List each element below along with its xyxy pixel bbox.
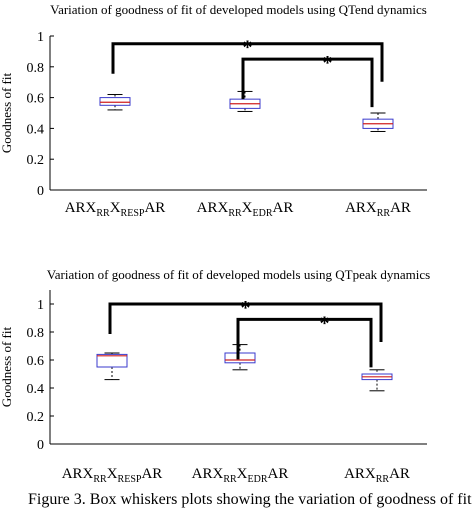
y-tick-label: 0.8 bbox=[27, 61, 45, 76]
significance-bracket-2: * bbox=[241, 52, 374, 108]
significance-star: * bbox=[323, 52, 333, 74]
x-category-label: ARXRRXEDRAR bbox=[192, 466, 289, 485]
y-tick-label: 0.6 bbox=[27, 354, 45, 369]
chart-panel-2: Variation of goodness of fit of develope… bbox=[0, 267, 430, 485]
y-tick-label: 0 bbox=[37, 438, 44, 453]
box-2 bbox=[224, 344, 256, 371]
chart-title: Variation of goodness of fit of develope… bbox=[47, 267, 430, 282]
y-tick-label: 1 bbox=[37, 30, 44, 45]
bracket-line bbox=[111, 42, 384, 82]
box-3 bbox=[362, 112, 394, 132]
y-tick-label: 0 bbox=[37, 184, 44, 199]
box-1 bbox=[99, 94, 131, 111]
x-category-label: ARXRRAR bbox=[345, 200, 411, 219]
y-tick-label: 0.6 bbox=[27, 92, 45, 107]
significance-bracket-1: * bbox=[111, 37, 384, 82]
y-tick-label: 0.8 bbox=[27, 326, 45, 341]
x-category-label: ARXRRXRESPAR bbox=[62, 466, 163, 485]
significance-star: * bbox=[320, 312, 330, 334]
box-3 bbox=[361, 369, 393, 392]
y-tick-label: 0.4 bbox=[27, 382, 45, 397]
significance-bracket-1: * bbox=[108, 297, 383, 342]
box-iqr bbox=[96, 353, 128, 368]
bracket-line bbox=[108, 302, 383, 342]
y-axis-label: Goodness of fit bbox=[0, 73, 14, 154]
chart-title: Variation of goodness of fit of develope… bbox=[50, 2, 427, 17]
x-category-label: ARXRRXEDRAR bbox=[197, 200, 294, 219]
significance-star: * bbox=[243, 37, 253, 59]
box-1 bbox=[96, 352, 128, 381]
y-axis-label: Goodness of fit bbox=[0, 327, 14, 408]
figure-caption: Figure 3. Box whiskers plots showing the… bbox=[28, 491, 472, 508]
box-2 bbox=[229, 90, 261, 112]
y-tick-label: 0.4 bbox=[27, 122, 45, 137]
y-tick-label: 0.2 bbox=[27, 153, 45, 168]
bracket-line bbox=[241, 57, 374, 108]
x-category-label: ARXRRAR bbox=[344, 466, 410, 485]
significance-star: * bbox=[241, 297, 251, 319]
bracket-line bbox=[236, 317, 373, 368]
box-iqr bbox=[99, 97, 131, 106]
chart-panel-1: Variation of goodness of fit of develope… bbox=[0, 2, 427, 219]
significance-bracket-2: * bbox=[236, 312, 373, 368]
y-tick-label: 1 bbox=[37, 298, 44, 313]
x-category-label: ARXRRXRESPAR bbox=[65, 200, 166, 219]
y-tick-label: 0.2 bbox=[27, 410, 45, 425]
box-iqr bbox=[224, 352, 256, 364]
